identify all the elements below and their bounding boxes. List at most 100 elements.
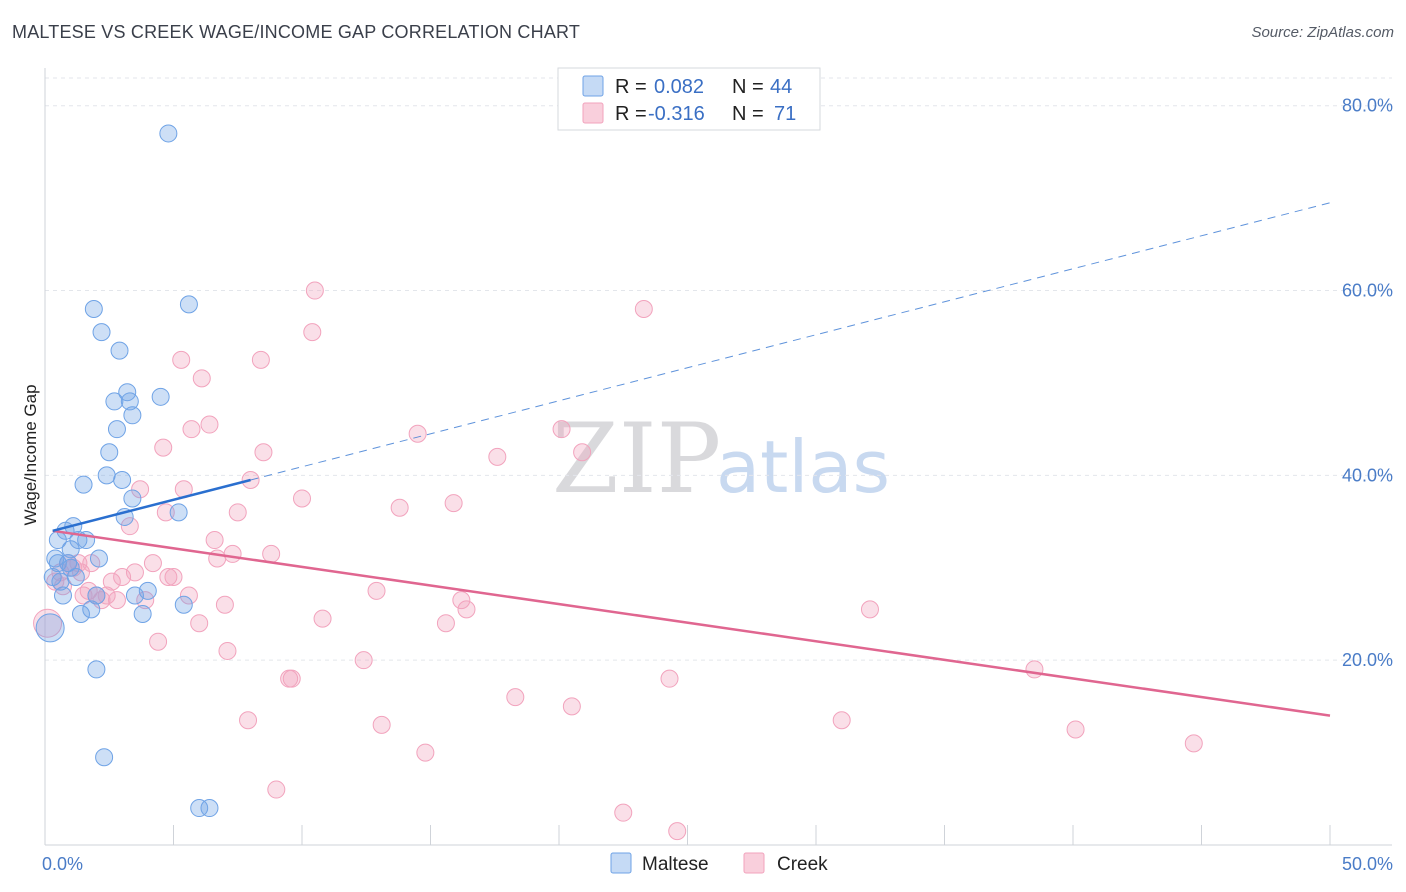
x-tick-label-min: 0.0% [42,854,83,874]
point-creek-30 [182,420,201,439]
point-creek-61 [457,600,476,619]
point-maltese-36 [133,604,152,623]
legend-r-value-maltese: 0.082 [654,76,704,98]
point-maltese-18 [84,300,103,319]
point-maltese-25 [97,466,116,485]
y-tick-label-20: 20.0% [1342,650,1393,670]
point-maltese-34 [123,489,142,508]
point-maltese-37 [138,581,157,600]
point-creek-66 [573,443,592,462]
point-maltese-14 [71,604,90,623]
point-creek-57 [416,743,435,762]
legend-r-label-maltese: R = [615,76,647,98]
point-creek-42 [251,350,270,369]
point-creek-65 [562,697,581,716]
point-maltese-28 [110,341,129,360]
point-creek-67 [614,803,633,822]
trend-line-maltese [52,478,251,533]
point-creek-50 [305,281,324,300]
point-maltese-39 [159,124,178,143]
trend-lines [52,202,1331,717]
point-creek-32 [192,369,211,388]
point-creek-69 [660,669,679,688]
point-creek-25 [159,568,178,587]
point-maltese-24 [100,443,119,462]
point-maltese-19 [87,586,106,605]
y-axis-label: Wage/Income Gap [21,384,40,525]
y-tick-label-60: 60.0% [1342,281,1393,301]
point-creek-44 [262,544,281,563]
legend-r-label-creek: R = [615,103,647,125]
legend-n-label-maltese: N = [732,76,764,98]
point-creek-15 [107,591,126,610]
point-creek-31 [190,614,209,633]
bottom-legend-label-creek: Creek [777,854,828,875]
axes [44,68,1392,846]
point-creek-63 [506,688,525,707]
chart-source: Source: ZipAtlas.com [1251,24,1394,41]
legend-n-label-creek: N = [732,103,764,125]
point-creek-18 [125,563,144,582]
point-maltese-23 [95,748,114,767]
point-maltese-42 [179,295,198,314]
point-creek-19 [131,480,150,499]
point-maltese-44 [200,799,219,818]
point-maltese-10 [61,558,80,577]
point-maltese-43 [190,799,209,818]
point-maltese-41 [174,595,193,614]
point-creek-21 [143,554,162,573]
point-creek-64 [552,420,571,439]
point-creek-43 [254,443,273,462]
point-creek-56 [408,424,427,443]
point-creek-60 [452,591,471,610]
point-creek-40 [239,711,258,730]
point-maltese-26 [105,392,124,411]
point-creek-47 [282,669,301,688]
point-creek-71 [832,711,851,730]
point-creek-37 [218,641,237,660]
point-creek-36 [215,595,234,614]
point-maltese-9 [61,540,80,559]
point-creek-39 [228,503,247,522]
series-legend: Maltese Creek [610,852,828,875]
point-maltese-33 [123,406,142,425]
point-creek-53 [367,581,386,600]
point-creek-72 [860,600,879,619]
point-maltese-17 [82,600,101,619]
y-tick-label-40: 40.0% [1342,465,1393,485]
point-maltese-6 [53,586,72,605]
point-creek-14 [102,572,121,591]
point-creek-24 [156,503,175,522]
point-creek-22 [149,632,168,651]
point-creek-33 [200,415,219,434]
legend-swatch-creek [582,102,604,124]
point-maltese-27 [107,420,126,439]
point-creek-3 [53,577,72,596]
point-maltese-22 [92,323,111,342]
chart-title: MALTESE VS CREEK WAGE/INCOME GAP CORRELA… [12,22,581,42]
point-creek-34 [205,531,224,550]
point-creek-23 [154,438,173,457]
point-maltese-21 [89,549,108,568]
bottom-legend-swatch-creek [743,852,765,874]
x-tick-label-max: 50.0% [1342,854,1393,874]
point-creek-13 [97,586,116,605]
legend-n-value-maltese: 44 [770,76,792,98]
point-creek-73 [1025,660,1044,679]
point-creek-59 [444,494,463,513]
point-maltese-29 [113,470,132,489]
watermark-zip: ZIP [552,403,721,515]
point-creek-55 [390,498,409,517]
bottom-legend-label-maltese: Maltese [642,854,709,875]
trend-line-creek [52,529,1331,717]
point-maltese-8 [59,554,78,573]
point-creek-0 [33,608,63,638]
watermark-atlas: atlas [716,425,890,509]
point-creek-48 [293,489,311,508]
point-creek-70 [668,822,687,841]
legend-swatch-maltese [582,75,604,97]
point-creek-38 [223,544,242,563]
point-maltese-0 [35,613,65,643]
bottom-legend-swatch-maltese [610,852,632,874]
